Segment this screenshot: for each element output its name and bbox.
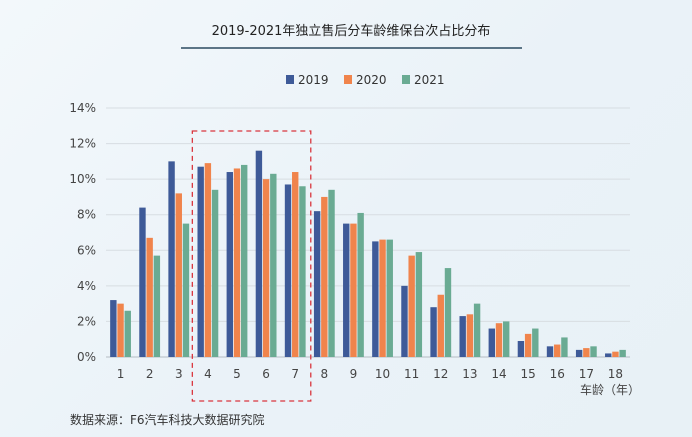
bar-2021-5 [241,164,248,357]
legend-swatch [344,75,352,84]
y-tick-label: 8% [77,208,96,222]
gridlines [106,107,630,358]
x-tick-label: 1 [117,367,125,381]
bar-2021-14 [503,321,510,357]
bar-2020-10 [379,239,386,357]
bar-2019-10 [372,241,379,357]
x-tick-label: 9 [350,367,358,381]
chart-title: 2019-2021年独立售后分车龄维保台次占比分布 [212,23,491,39]
bar-2020-11 [408,255,415,357]
x-tick-label: 15 [520,367,535,381]
bar-2019-18 [605,353,612,357]
x-tick-label: 2 [146,367,154,381]
bar-2020-2 [146,237,153,357]
bar-2020-18 [612,351,619,357]
legend-swatch [402,75,410,84]
y-tick-label: 4% [77,279,96,293]
x-tick-label: 16 [550,367,565,381]
y-axis: 0% 2% 4% 6% 8% 10% 12% 14% [69,101,96,364]
legend: 2019 2020 2021 [286,73,445,87]
bar-2021-16 [561,337,568,357]
y-tick-label: 2% [77,314,96,328]
bar-2021-10 [386,239,393,357]
bar-2021-8 [328,189,335,357]
x-tick-label: 4 [204,367,212,381]
bars [110,150,626,357]
bar-2021-15 [532,328,539,357]
bar-2019-13 [459,316,466,357]
x-tick-label: 18 [608,367,623,381]
legend-label: 2019 [298,73,329,87]
x-tick-label: 17 [579,367,594,381]
bar-2019-17 [575,349,583,357]
bar-2019-7 [284,184,292,357]
x-tick-label: 5 [233,367,241,381]
x-axis-unit: 车龄（年） [580,382,640,397]
bar-2019-8 [313,211,321,357]
x-tick-label: 6 [262,367,270,381]
bar-2021-12 [444,268,452,357]
y-tick-label: 12% [69,137,96,151]
bar-2021-11 [415,252,423,357]
bar-2019-6 [255,150,263,357]
bar-2020-12 [437,294,444,357]
bar-2019-5 [226,172,233,357]
bar-2020-1 [117,303,124,357]
y-tick-label: 10% [69,172,96,186]
x-tick-label: 13 [462,367,477,381]
bar-2020-7 [292,172,299,357]
x-tick-label: 11 [404,367,419,381]
bar-2020-9 [350,223,357,357]
bar-2021-3 [182,223,190,357]
legend-label: 2021 [414,73,445,87]
bar-2019-14 [488,328,495,357]
bar-2020-13 [466,314,474,357]
x-tick-label: 8 [321,367,329,381]
x-tick-label: 14 [491,367,506,381]
bar-2021-17 [590,346,597,357]
bar-2019-11 [401,285,408,357]
bar-2019-3 [168,161,175,357]
legend-label: 2020 [356,73,387,87]
bar-2020-8 [321,196,328,357]
x-tick-label: 7 [291,367,299,381]
bar-2021-2 [153,255,161,357]
bar-2019-16 [546,346,554,357]
bar-2021-4 [211,189,219,357]
y-tick-label: 6% [77,243,96,257]
bar-2020-14 [495,323,503,357]
x-axis: 1 2 3 4 5 6 7 8 9 10 11 12 13 14 15 16 17 18 [117,367,623,381]
x-tick-label: 10 [375,367,390,381]
y-tick-label: 14% [69,101,96,115]
bar-2021-1 [124,310,131,357]
bar-2021-9 [357,212,364,357]
bar-2021-13 [473,303,481,357]
x-tick-label: 12 [433,367,448,381]
bar-2019-15 [517,340,525,357]
bar-2021-7 [299,186,306,357]
bar-2020-15 [524,333,532,357]
bar-2019-9 [343,223,350,357]
bar-2019-2 [139,207,146,357]
bar-2020-16 [554,344,561,357]
bar-2020-6 [262,179,270,357]
bar-2020-3 [175,193,182,357]
legend-swatch [286,75,294,84]
data-source: 数据来源：F6汽车科技大数据研究院 [70,412,265,427]
bar-2019-1 [110,300,117,357]
bar-2020-17 [583,348,590,357]
x-tick-label: 3 [175,367,183,381]
bar-2021-18 [619,349,626,357]
bar-2019-4 [197,166,204,357]
bar-2020-5 [233,168,241,357]
bar-2021-6 [270,173,277,357]
bar-2019-12 [430,307,437,357]
bar-2020-4 [204,163,212,357]
highlight-box [191,130,312,402]
y-tick-label: 0% [77,350,96,364]
